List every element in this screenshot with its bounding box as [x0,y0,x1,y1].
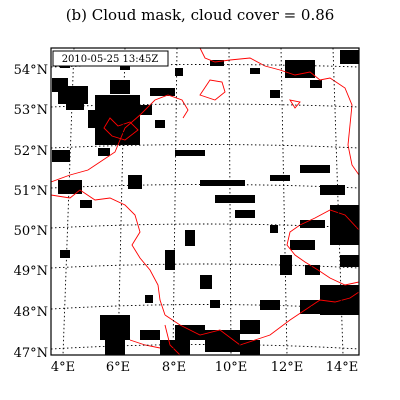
lon-label: 8°E [162,360,186,375]
timestamp-label: 2010-05-25 13:45Z [62,54,159,65]
parallel-49 [51,263,359,269]
cloud-mask-layer [52,50,359,355]
border-segment [103,117,139,141]
lon-label: 10°E [215,360,248,375]
lon-label: 6°E [106,360,130,375]
border-segment [51,189,81,199]
lon-label: 12°E [271,360,304,375]
map-frame [50,47,360,356]
border-segment [286,209,359,286]
lat-label: 48°N [14,305,48,320]
lat-label: 52°N [14,144,48,159]
border-segment [164,291,359,346]
figure-title: (b) Cloud mask, cloud cover = 0.86 [65,6,335,24]
graticule [51,48,359,355]
parallel-48 [51,304,359,310]
parallel-54 [51,64,359,68]
border-segment [129,339,161,349]
border-segment [199,79,226,101]
lon-label: 14°E [326,360,359,375]
lat-axis: 54°N 53°N 52°N 51°N 50°N 49°N 48°N 47°N [14,63,48,361]
border-segment [199,48,359,176]
parallel-47 [51,344,359,350]
lat-label: 53°N [14,103,48,118]
border-segment [51,94,189,183]
lon-axis: 4°E 6°E 8°E 10°E 12°E 14°E [51,360,358,375]
border-segment [164,324,181,355]
lat-label: 49°N [14,264,48,279]
lat-label: 54°N [14,63,48,78]
parallel-53 [51,103,359,108]
parallel-51 [51,184,359,189]
lat-label: 51°N [14,184,48,199]
parallel-52 [51,144,359,149]
border-segment [79,189,166,316]
lat-label: 50°N [14,224,48,239]
lat-label: 47°N [14,346,48,361]
timestamp-box: 2010-05-25 13:45Z [52,50,169,67]
border-segment [289,99,301,109]
parallel-50 [51,223,359,229]
country-borders [51,48,359,355]
lon-label: 4°E [51,360,75,375]
